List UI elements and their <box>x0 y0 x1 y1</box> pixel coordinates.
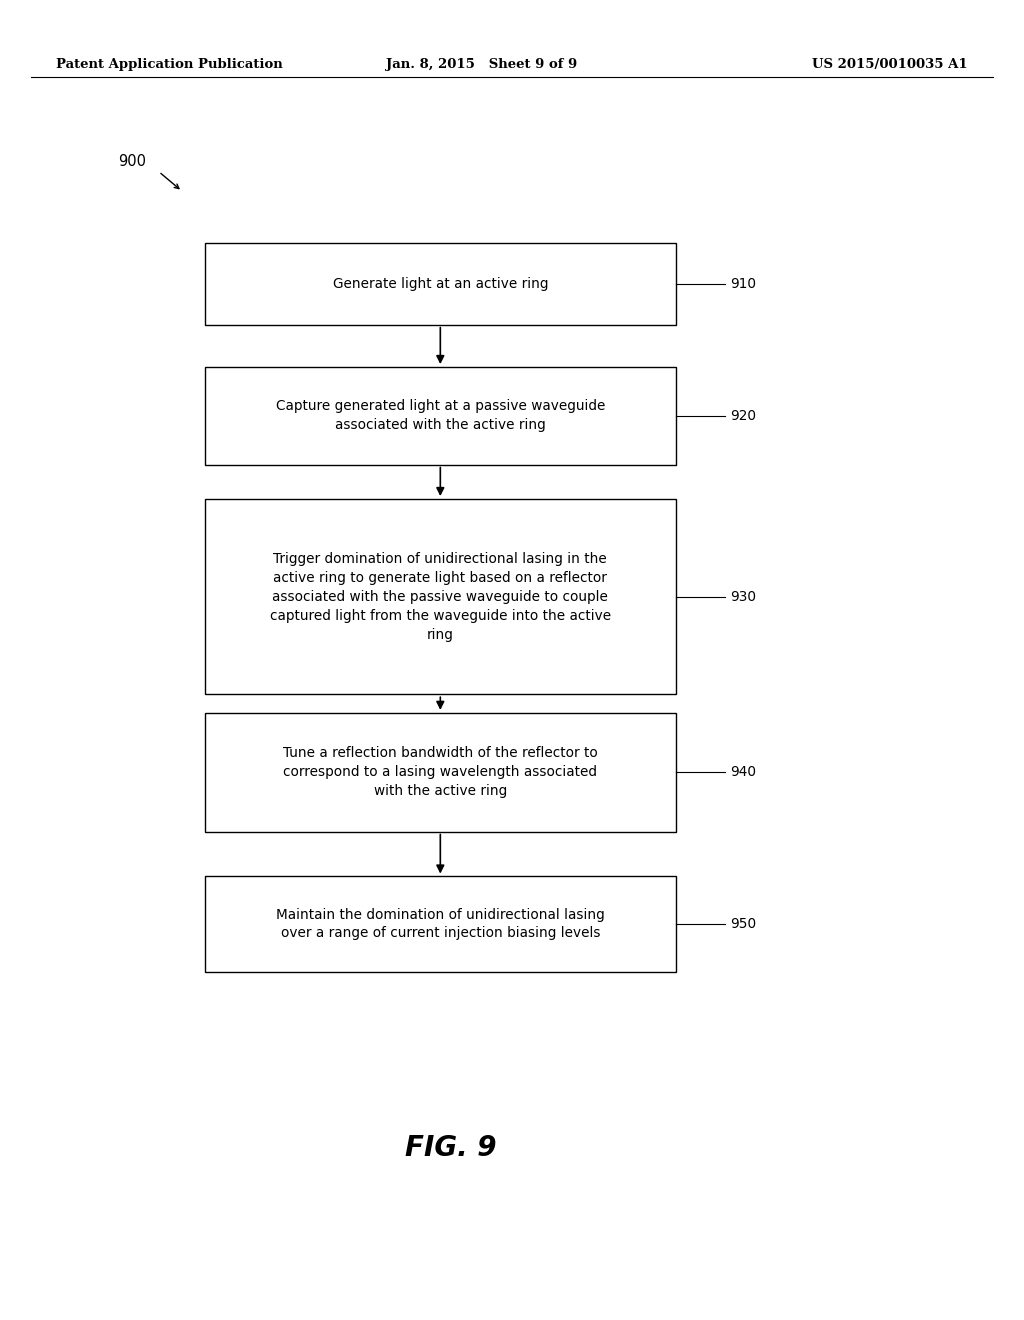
Text: Capture generated light at a passive waveguide
associated with the active ring: Capture generated light at a passive wav… <box>275 400 605 432</box>
Text: Jan. 8, 2015   Sheet 9 of 9: Jan. 8, 2015 Sheet 9 of 9 <box>386 58 577 71</box>
Text: 910: 910 <box>730 277 756 290</box>
Text: Trigger domination of unidirectional lasing in the
active ring to generate light: Trigger domination of unidirectional las… <box>269 552 611 642</box>
FancyBboxPatch shape <box>205 367 676 465</box>
FancyBboxPatch shape <box>205 876 676 972</box>
Text: Maintain the domination of unidirectional lasing
over a range of current injecti: Maintain the domination of unidirectiona… <box>275 908 605 940</box>
Text: Generate light at an active ring: Generate light at an active ring <box>333 277 548 290</box>
Text: Patent Application Publication: Patent Application Publication <box>56 58 283 71</box>
Text: 930: 930 <box>730 590 756 603</box>
Text: FIG. 9: FIG. 9 <box>404 1134 497 1163</box>
Text: 950: 950 <box>730 917 757 931</box>
FancyBboxPatch shape <box>205 499 676 694</box>
Text: Tune a reflection bandwidth of the reflector to
correspond to a lasing wavelengt: Tune a reflection bandwidth of the refle… <box>283 746 598 799</box>
Text: 920: 920 <box>730 409 756 422</box>
FancyBboxPatch shape <box>205 243 676 325</box>
Text: 940: 940 <box>730 766 756 779</box>
FancyBboxPatch shape <box>205 713 676 832</box>
Text: US 2015/0010035 A1: US 2015/0010035 A1 <box>812 58 968 71</box>
Text: 900: 900 <box>118 153 145 169</box>
